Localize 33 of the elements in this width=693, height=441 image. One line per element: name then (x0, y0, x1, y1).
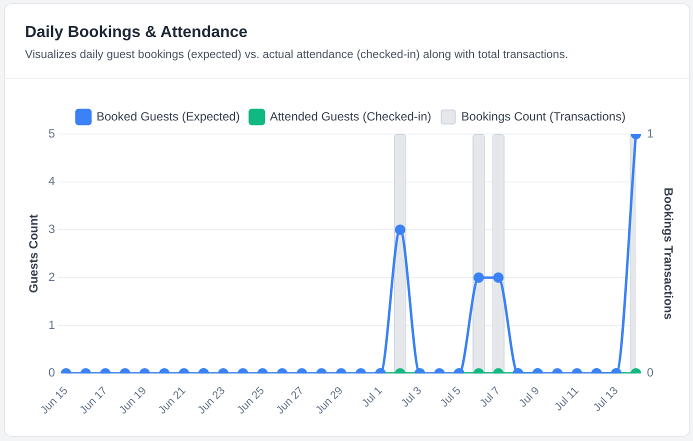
x-tick-label: Jun 19 (117, 384, 149, 417)
legend-label: Booked Guests (Expected) (96, 109, 240, 124)
x-tick-label: Jul 9 (517, 384, 542, 410)
y2-tick-label: 1 (646, 126, 654, 140)
x-tick-label: Jun 23 (196, 384, 228, 417)
point (473, 272, 484, 283)
y2-tick-label: 0 (646, 366, 654, 380)
x-tick-label: Jul 11 (552, 384, 582, 414)
point (493, 272, 504, 283)
y-tick-label: 5 (48, 126, 56, 140)
x-tick-label: Jul 7 (478, 384, 503, 410)
x-tick-label: Jul 5 (438, 384, 464, 410)
point (394, 224, 406, 235)
legend-label: Attended Guests (Checked-in) (270, 109, 432, 124)
y2-axis-title: Bookings Transactions (661, 188, 676, 320)
y-tick-label: 2 (48, 270, 56, 284)
x-tick-label: Jul 3 (399, 384, 424, 410)
x-tick-label: Jul 1 (360, 384, 385, 410)
x-tick-label: Jun 21 (156, 384, 188, 417)
chart-title: Daily Bookings & Attendance (25, 24, 248, 42)
y-tick-label: 0 (48, 366, 56, 380)
x-tick-label: Jun 15 (38, 384, 70, 417)
y-tick-label: 4 (48, 174, 56, 188)
x-tick-label: Jun 27 (274, 384, 306, 417)
y-tick-label: 3 (48, 222, 56, 236)
x-tick-label: Jun 17 (78, 384, 110, 417)
x-tick-label: Jul 13 (591, 384, 621, 414)
legend-label: Bookings Count (Transactions) (461, 109, 626, 124)
x-tick-label: Jun 25 (234, 384, 267, 417)
y-axis-title: Guests Count (26, 214, 41, 293)
chart-subtitle: Visualizes daily guest bookings (expected) vs. actual attendance (checked-in) along with total transactions. (25, 49, 568, 61)
y-tick-label: 1 (48, 318, 56, 332)
x-tick-label: Jun 29 (314, 384, 346, 417)
